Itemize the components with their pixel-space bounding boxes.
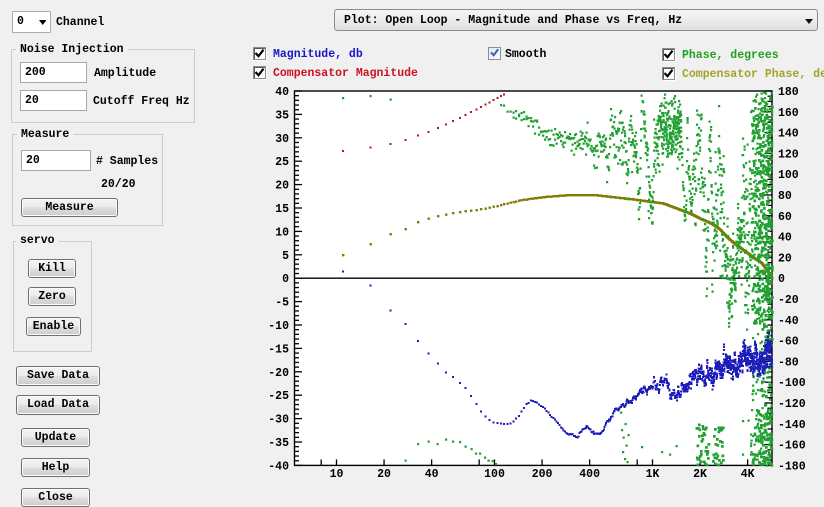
svg-text:140: 140: [778, 128, 799, 141]
svg-text:20: 20: [275, 180, 289, 193]
svg-text:0: 0: [282, 273, 289, 286]
svg-text:-35: -35: [268, 437, 289, 450]
svg-text:160: 160: [778, 107, 799, 120]
svg-text:5: 5: [282, 250, 289, 263]
svg-text:180: 180: [778, 86, 799, 99]
svg-text:40: 40: [425, 468, 439, 481]
svg-text:15: 15: [275, 203, 289, 216]
svg-text:-100: -100: [778, 377, 806, 390]
svg-text:400: 400: [579, 468, 600, 481]
svg-text:0: 0: [778, 273, 785, 286]
svg-text:-180: -180: [778, 460, 806, 473]
svg-text:4K: 4K: [741, 468, 755, 481]
svg-text:30: 30: [275, 133, 289, 146]
svg-text:-120: -120: [778, 398, 806, 411]
svg-text:100: 100: [484, 468, 505, 481]
svg-text:20: 20: [377, 468, 391, 481]
svg-text:1K: 1K: [646, 468, 660, 481]
svg-text:60: 60: [778, 211, 792, 224]
svg-text:40: 40: [778, 232, 792, 245]
svg-text:-20: -20: [268, 367, 289, 380]
svg-text:35: 35: [275, 109, 289, 122]
svg-text:200: 200: [532, 468, 553, 481]
svg-text:120: 120: [778, 148, 799, 161]
svg-text:40: 40: [275, 86, 289, 99]
svg-text:10: 10: [275, 226, 289, 239]
svg-text:-20: -20: [778, 294, 799, 307]
svg-text:80: 80: [778, 190, 792, 203]
svg-text:-40: -40: [268, 460, 289, 473]
svg-text:20: 20: [778, 252, 792, 265]
svg-text:2K: 2K: [693, 468, 707, 481]
svg-text:-10: -10: [268, 320, 289, 333]
svg-text:25: 25: [275, 156, 289, 169]
svg-text:-160: -160: [778, 440, 806, 453]
svg-text:-140: -140: [778, 419, 806, 432]
svg-text:-25: -25: [268, 390, 289, 403]
svg-text:-30: -30: [268, 414, 289, 427]
svg-text:-5: -5: [275, 297, 289, 310]
svg-text:100: 100: [778, 169, 799, 182]
svg-text:-80: -80: [778, 356, 799, 369]
svg-text:-60: -60: [778, 336, 799, 349]
svg-text:-15: -15: [268, 343, 289, 356]
svg-text:-40: -40: [778, 315, 799, 328]
svg-text:10: 10: [330, 468, 344, 481]
